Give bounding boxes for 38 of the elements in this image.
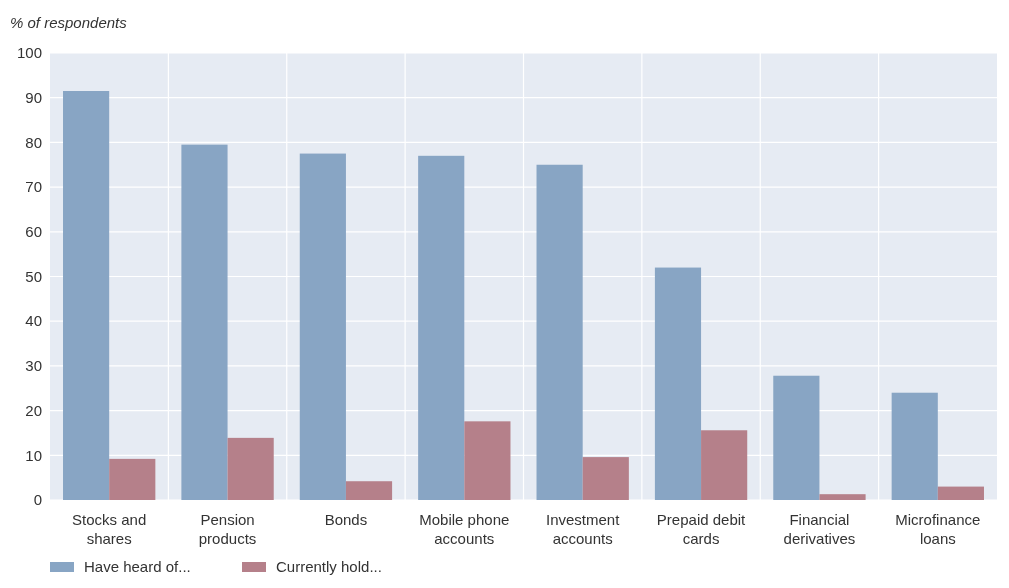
legend-label: Currently hold... (276, 558, 382, 575)
x-tick-label: Microfinance loans (895, 511, 981, 547)
y-tick-label: 20 (25, 401, 42, 419)
x-tick-label: Pension products (198, 511, 257, 547)
bar (299, 153, 346, 500)
bar (937, 486, 984, 500)
bar (654, 267, 702, 500)
y-tick-label: 10 (25, 446, 42, 464)
bar (701, 430, 748, 500)
legend-label: Have heard of... (84, 558, 191, 575)
y-tick-label: 70 (25, 178, 42, 196)
x-tick-label: Mobile phone accounts (419, 511, 510, 547)
bar (582, 457, 629, 500)
bar (891, 392, 938, 500)
bar (418, 155, 465, 500)
y-tick-label: 0 (33, 491, 42, 509)
y-tick-label: 100 (16, 44, 42, 62)
bar (773, 375, 820, 500)
bar (109, 458, 156, 500)
y-tick-label: 30 (25, 357, 42, 375)
bar (227, 437, 274, 500)
y-tick-label: 40 (25, 312, 42, 330)
x-tick-label: Bonds (324, 511, 368, 528)
x-tick-label: Prepaid debit cards (656, 511, 747, 547)
bar (345, 481, 393, 500)
x-tick-label: Financial derivatives (783, 511, 856, 547)
y-axis-title: % of respondents (10, 14, 128, 31)
bar (819, 494, 866, 500)
bar (536, 164, 583, 500)
bar (464, 421, 511, 500)
bar (181, 144, 228, 500)
y-tick-label: 50 (25, 267, 42, 285)
y-tick-label: 80 (25, 133, 42, 151)
x-tick-label: Investment accounts (546, 511, 621, 547)
bar (63, 91, 110, 500)
y-tick-label: 90 (25, 88, 42, 106)
x-tick-label: Stocks and shares (72, 511, 147, 547)
y-tick-label: 60 (25, 223, 42, 241)
